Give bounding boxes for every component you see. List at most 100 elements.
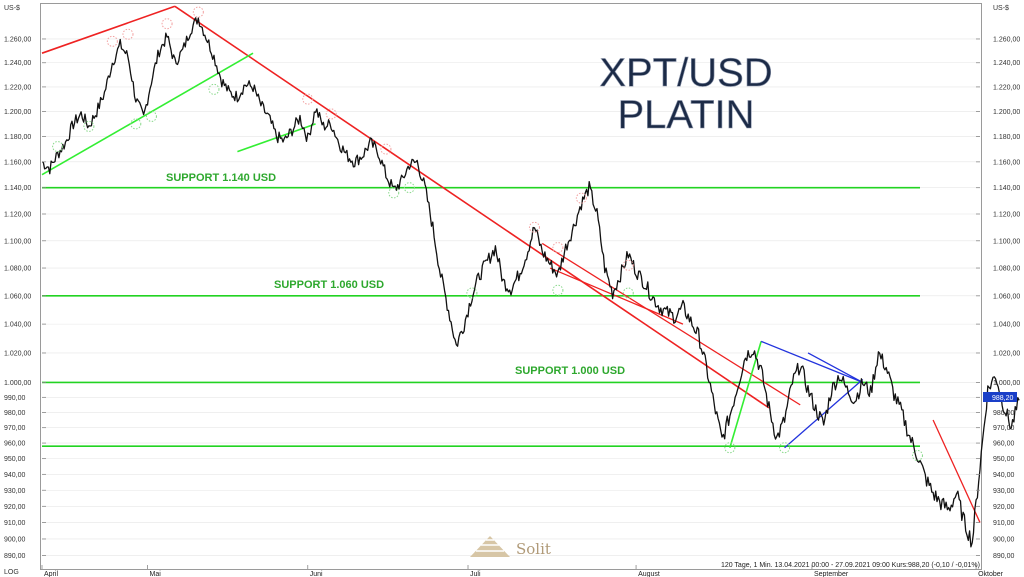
y-tick-label-left: 1.000,00 (4, 380, 31, 387)
pivot-low-marker (724, 442, 736, 454)
unit-right: US-$ (993, 5, 1009, 12)
y-tick-label-right: 970,00 (993, 425, 1015, 432)
trend-line (174, 5, 770, 409)
y-tick-label-right: 1.180,00 (993, 134, 1020, 141)
pivot-high-marker (192, 6, 204, 18)
x-axis-ticks: April Mai Juni Juli August September Oktober (41, 565, 1004, 577)
trend-line (541, 242, 801, 406)
pyramid-icon (470, 536, 510, 557)
pivot-high-marker (622, 259, 634, 271)
pivot-high-marker (122, 28, 134, 40)
x-tick-label: Juli (470, 571, 481, 577)
unit-left: US-$ (4, 5, 20, 12)
trend-line (932, 419, 981, 523)
last-value-badge (983, 392, 1017, 402)
price-line (41, 17, 1020, 548)
pivot-low-marker (403, 182, 415, 194)
pivot-low-marker (552, 284, 564, 296)
trend-line (41, 5, 176, 54)
support-label-1060: SUPPORT 1.060 USD (274, 279, 384, 291)
y-tick-label-right: 1.220,00 (993, 84, 1020, 91)
info-line: 120 Tage, 1 Min. 13.04.2021 00:00 - 27.0… (721, 562, 980, 569)
support-label-1140: SUPPORT 1.140 USD (166, 172, 276, 184)
price-series (41, 17, 1020, 548)
y-tick-label-right: 1.120,00 (993, 211, 1020, 218)
y-tick-label-right: 890,00 (993, 553, 1015, 560)
last-value-label: 988,20 (992, 395, 1014, 402)
y-tick-label-right: 1.040,00 (993, 322, 1020, 329)
y-tick-label-left: 910,00 (4, 520, 26, 527)
chart-title-line2: PLATIN (617, 93, 754, 137)
pivot-low-marker (388, 187, 400, 199)
y-tick-label-right: 950,00 (993, 456, 1015, 463)
y-tick-label-left: 1.240,00 (4, 60, 31, 67)
pivot-markers (52, 6, 923, 462)
y-tick-label-left: 940,00 (4, 472, 26, 479)
y-tick-label-left: 1.220,00 (4, 84, 31, 91)
y-tick-label-left: 1.140,00 (4, 185, 31, 192)
y-tick-label-right: 960,00 (993, 441, 1015, 448)
pivot-high-marker (161, 18, 173, 30)
y-tick-label-right: 1.160,00 (993, 159, 1020, 166)
y-tick-label-right: 920,00 (993, 504, 1015, 511)
y-tick-label-right: 930,00 (993, 488, 1015, 495)
plot-frame (40, 3, 982, 570)
y-tick-label-right: 940,00 (993, 472, 1015, 479)
y-tick-label-right: 1.100,00 (993, 238, 1020, 245)
pivot-high-marker (380, 143, 392, 155)
y-tick-label-left: 920,00 (4, 504, 26, 511)
y-tick-label-left: 970,00 (4, 425, 26, 432)
y-tick-label-left: 980,00 (4, 410, 26, 417)
pivot-low-marker (208, 83, 220, 95)
pivot-high-marker (302, 93, 314, 105)
support-lines (42, 186, 920, 447)
x-tick-label: Oktober (978, 571, 1004, 577)
pivot-high-marker (552, 242, 564, 254)
y-tick-label-left: 930,00 (4, 488, 26, 495)
y-tick-label-right: 1.000,00 (993, 380, 1020, 387)
x-tick-label: Mai (150, 571, 162, 577)
scale-label: LOG (4, 569, 19, 576)
pivot-low-marker (622, 287, 634, 299)
grid (42, 38, 980, 556)
y-tick-label-right: 900,00 (993, 536, 1015, 543)
y-tick-label-right: 1.260,00 (993, 36, 1020, 43)
y-tick-label-right: 1.140,00 (993, 185, 1020, 192)
pivot-high-marker (106, 35, 118, 47)
y-tick-label-right: 1.200,00 (993, 109, 1020, 116)
support-label-1000: SUPPORT 1.000 USD (515, 365, 625, 377)
pivot-high-marker (575, 192, 587, 204)
y-tick-label-left: 950,00 (4, 456, 26, 463)
y-tick-label-right: 910,00 (993, 520, 1015, 527)
y-axis-ticks: 890,00 890,00 900,00 900,00 910,00 910,00 920,… (4, 36, 1020, 560)
y-tick-label-left: 1.260,00 (4, 36, 31, 43)
pivot-high-marker (528, 221, 540, 233)
x-tick-label: August (638, 571, 660, 577)
y-tick-label-left: 1.080,00 (4, 266, 31, 273)
y-tick-label-left: 1.180,00 (4, 134, 31, 141)
pivot-low-marker (83, 120, 95, 132)
trend-line (807, 352, 864, 383)
pivot-low-marker (130, 118, 142, 130)
y-tick-label-right: 1.020,00 (993, 350, 1020, 357)
y-tick-label-left: 1.060,00 (4, 293, 31, 300)
pivot-low-marker (52, 141, 64, 153)
y-tick-label-left: 1.200,00 (4, 109, 31, 116)
y-tick-label-right: 1.060,00 (993, 293, 1020, 300)
trend-lines (41, 5, 981, 523)
x-tick-label: September (814, 571, 849, 577)
pivot-high-marker (325, 108, 337, 120)
y-tick-label-left: 900,00 (4, 536, 26, 543)
pivot-low-marker (145, 110, 157, 122)
y-tick-label-right: 980,00 (993, 410, 1015, 417)
trend-line (784, 378, 864, 449)
y-tick-label-right: 1.240,00 (993, 60, 1020, 67)
y-tick-label-left: 1.020,00 (4, 350, 31, 357)
trend-line (760, 340, 863, 384)
pivot-low-marker (466, 287, 478, 299)
y-tick-label-left: 890,00 (4, 553, 26, 560)
brand-logo-text: Solit (516, 540, 551, 558)
y-tick-label-left: 1.040,00 (4, 322, 31, 329)
trend-line (549, 267, 684, 325)
y-tick-label-left: 990,00 (4, 395, 26, 402)
